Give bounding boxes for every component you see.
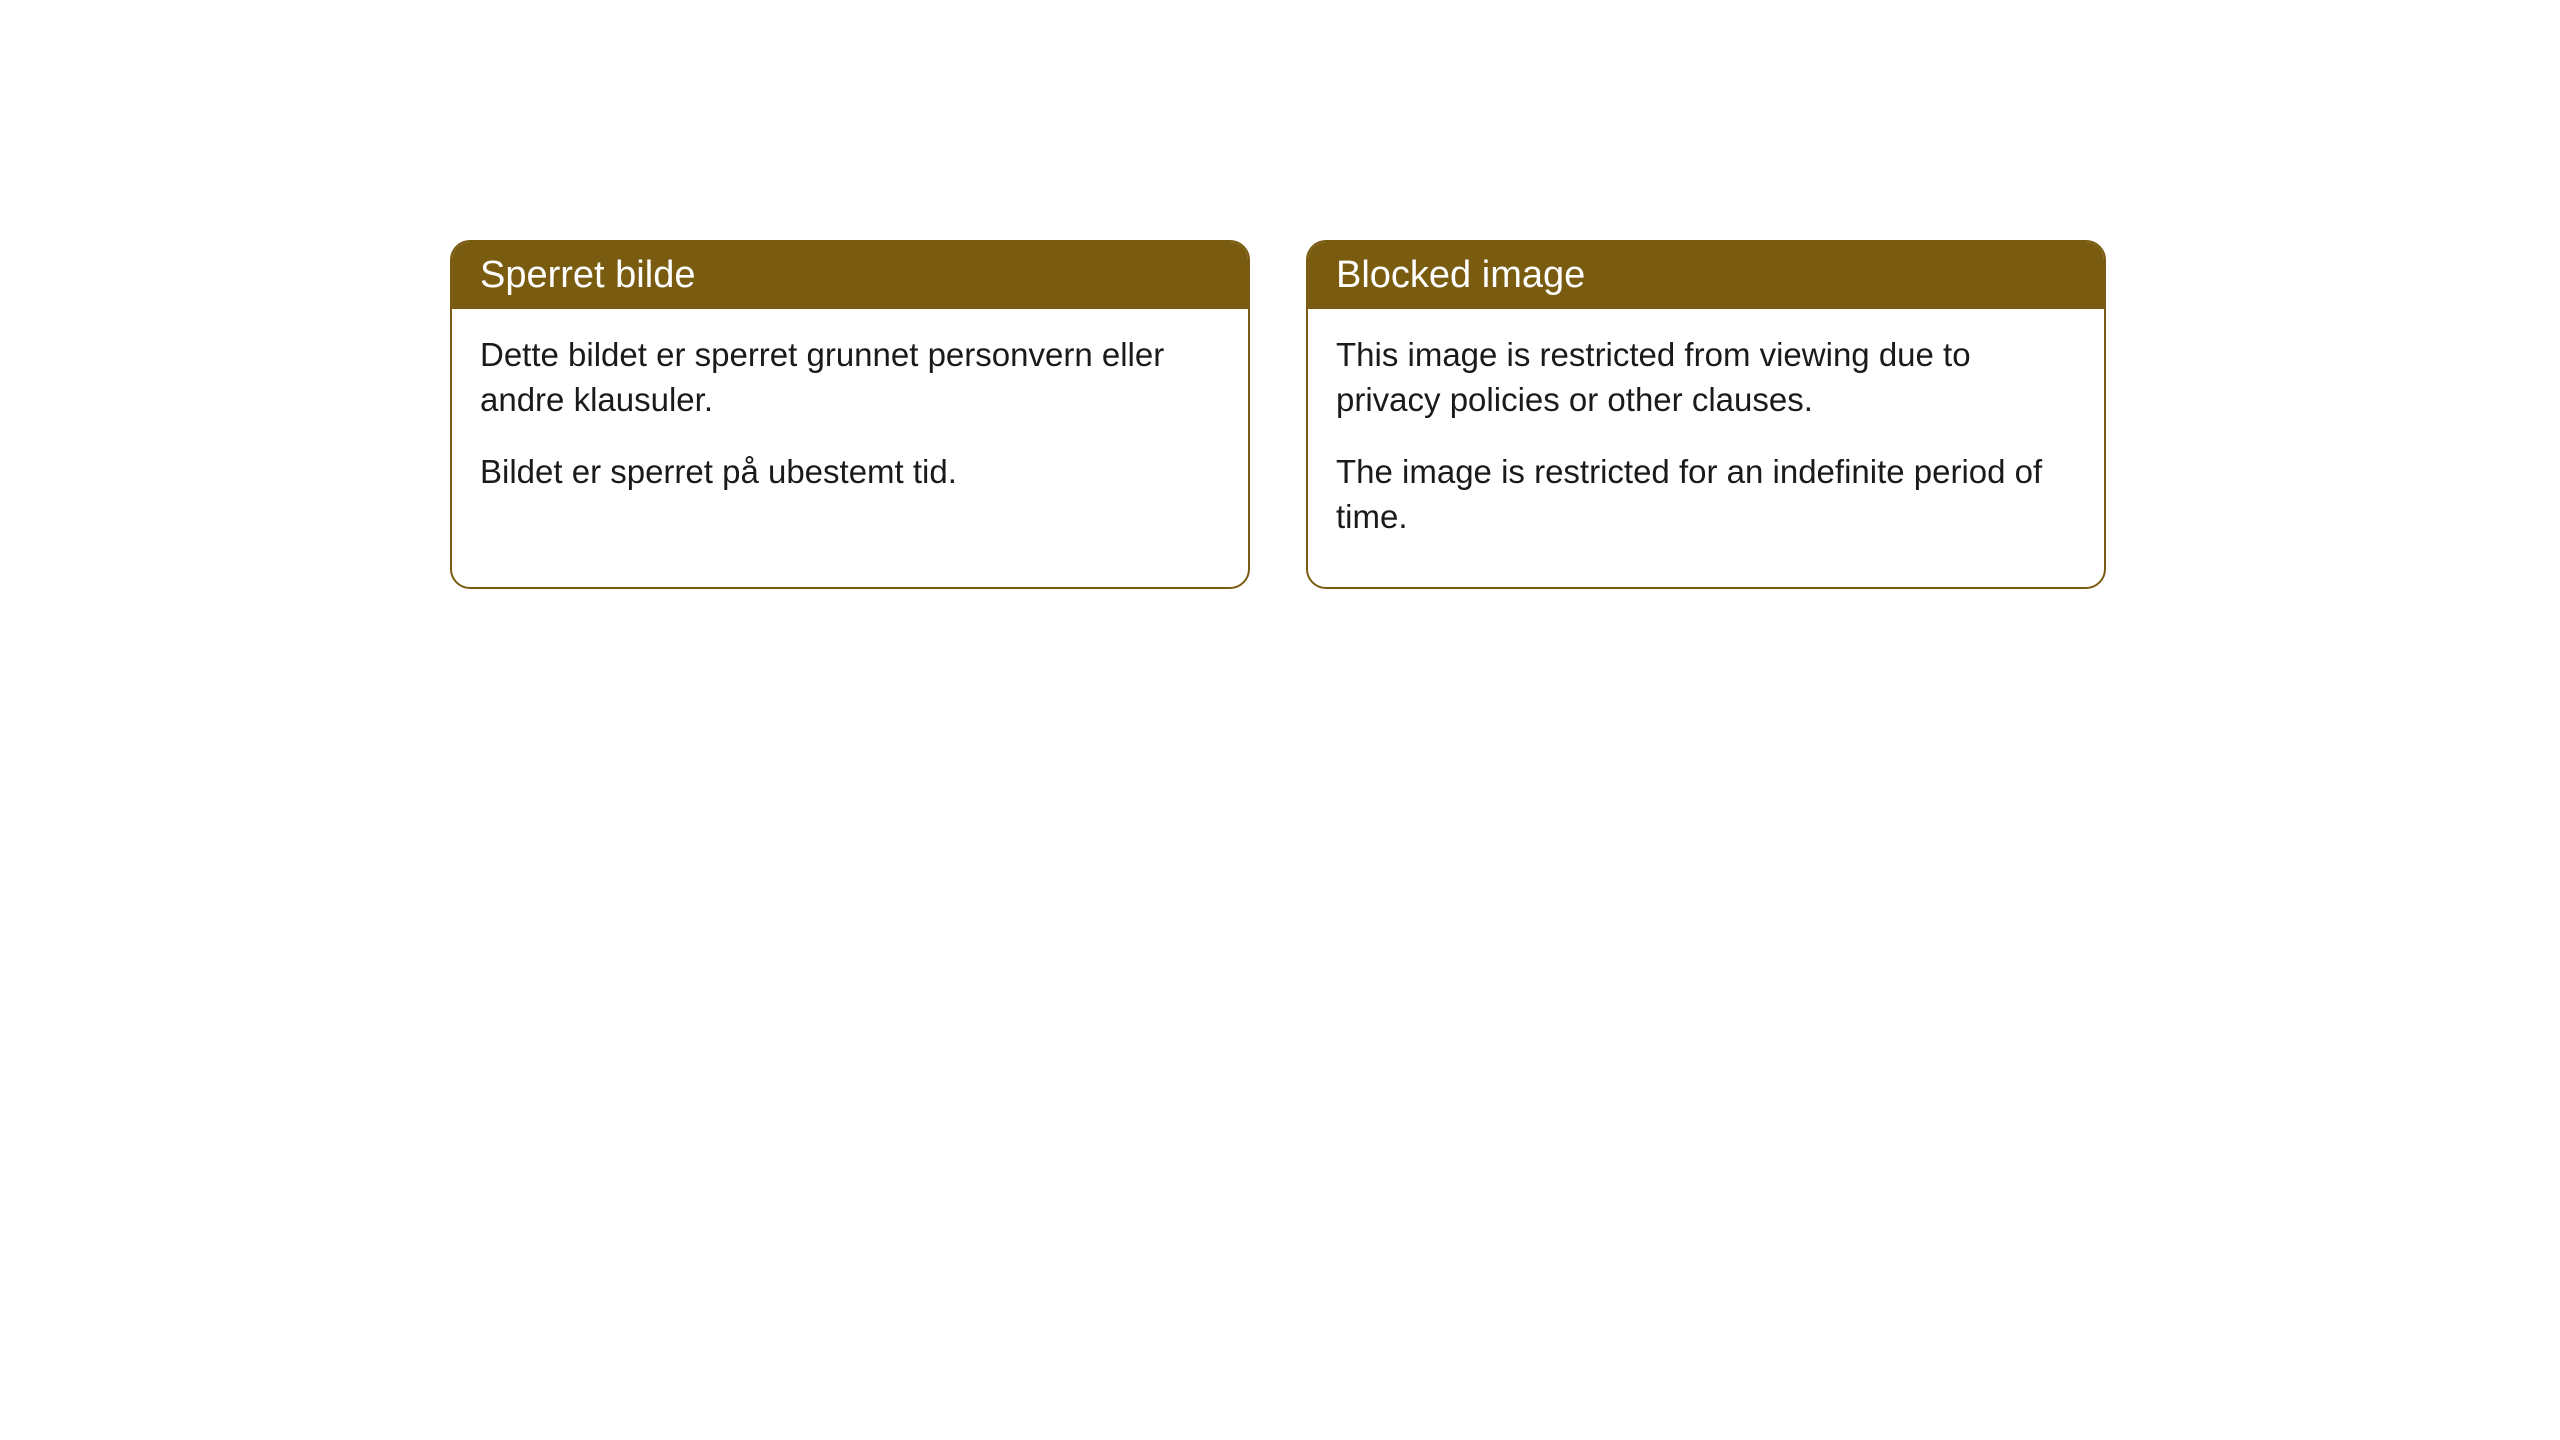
notice-cards-container: Sperret bilde Dette bildet er sperret gr… bbox=[450, 240, 2560, 589]
card-title: Blocked image bbox=[1336, 254, 1585, 296]
notice-text-2: The image is restricted for an indefinit… bbox=[1336, 450, 2076, 539]
card-body-norwegian: Dette bildet er sperret grunnet personve… bbox=[452, 309, 1248, 543]
notice-text-2: Bildet er sperret på ubestemt tid. bbox=[480, 450, 1220, 495]
blocked-image-card-norwegian: Sperret bilde Dette bildet er sperret gr… bbox=[450, 240, 1250, 589]
card-header-norwegian: Sperret bilde bbox=[452, 242, 1248, 309]
card-body-english: This image is restricted from viewing du… bbox=[1308, 309, 2104, 587]
card-title: Sperret bilde bbox=[480, 254, 695, 296]
notice-text-1: This image is restricted from viewing du… bbox=[1336, 333, 2076, 422]
card-header-english: Blocked image bbox=[1308, 242, 2104, 309]
notice-text-1: Dette bildet er sperret grunnet personve… bbox=[480, 333, 1220, 422]
blocked-image-card-english: Blocked image This image is restricted f… bbox=[1306, 240, 2106, 589]
